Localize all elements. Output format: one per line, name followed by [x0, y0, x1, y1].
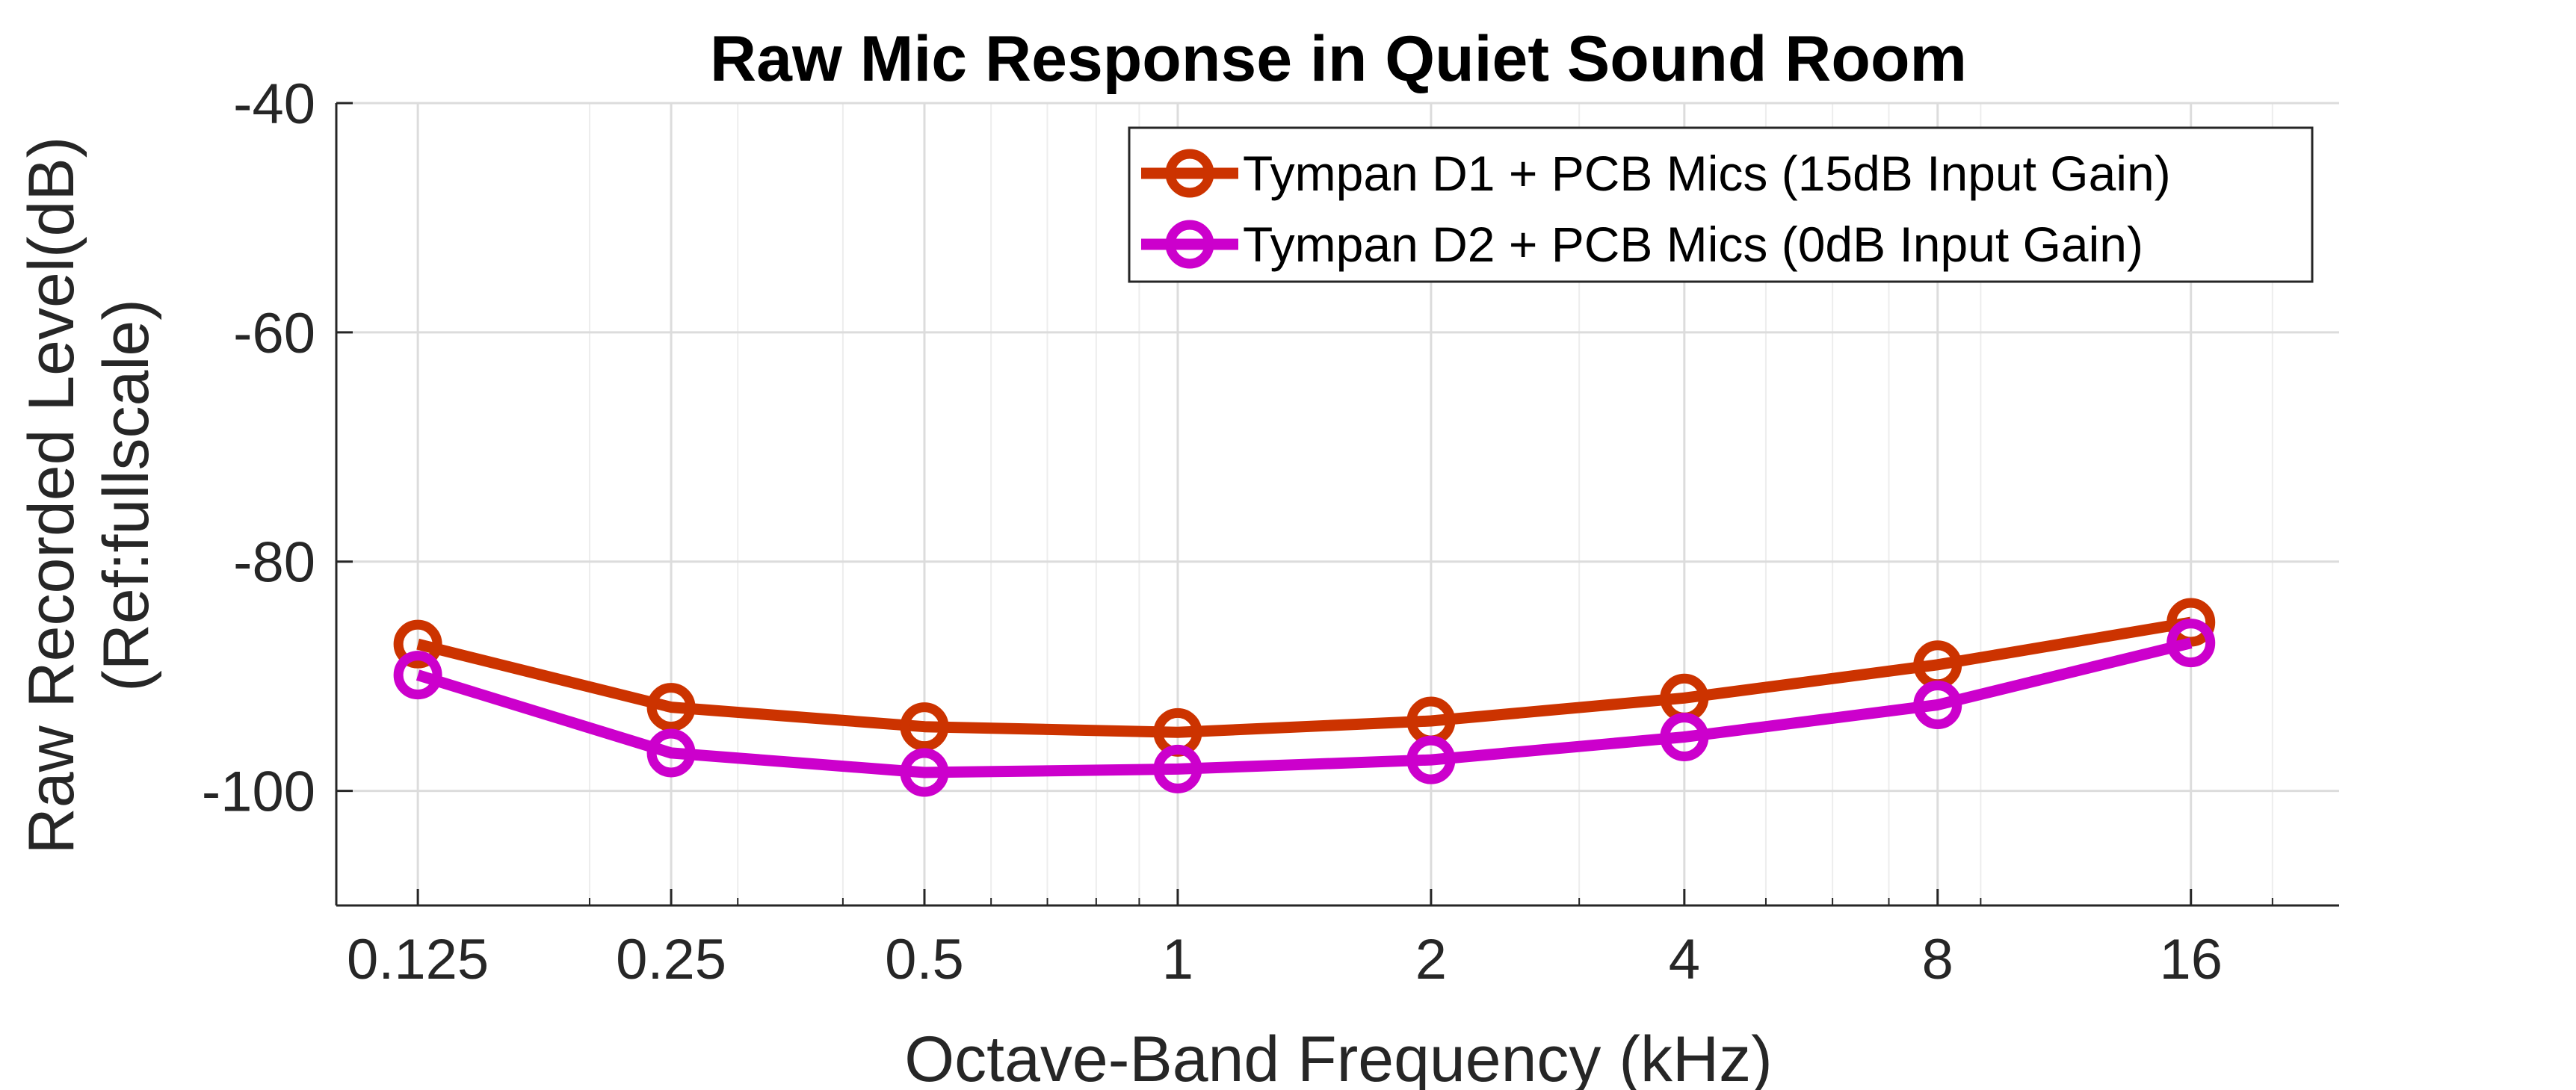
y-axis-ticks: -100 -80 -60 -40	[202, 72, 353, 824]
x-tick-label: 0.25	[616, 928, 726, 991]
x-tick-label: 1	[1162, 928, 1193, 991]
legend-box	[1128, 126, 2314, 283]
y-tick-label: -40	[233, 72, 315, 136]
x-axis-ticks: 0.125 0.25 0.5 1 2 4 8 16	[347, 889, 2223, 991]
y-axis-label-line-1: Raw Recorded Level(dB)	[16, 137, 87, 855]
series-layer	[393, 598, 2216, 797]
legend-marker-d2	[1165, 220, 1214, 269]
x-axis-label: Octave-Band Frequency (kHz)	[904, 1024, 1772, 1090]
x-tick-label: 0.125	[347, 928, 489, 991]
series-1-point	[393, 619, 442, 669]
legend-marker-d1	[1165, 149, 1214, 198]
series-line-2	[416, 637, 2193, 778]
series-2-point	[1660, 712, 1709, 761]
series-1-point	[900, 702, 949, 752]
series-2-point	[900, 748, 949, 797]
legend-entry-d2: Tympan D2 + PCB Mics (0dB Input Gain)	[1141, 217, 2143, 272]
legend-label-d1: Tympan D1 + PCB Mics (15dB Input Gain)	[1243, 146, 2171, 201]
y-axis-label-line-2: (Ref:fullscale)	[90, 299, 162, 692]
y-tick-label: -80	[233, 531, 315, 595]
legend: Tympan D1 + PCB Mics (15dB Input Gain) T…	[1128, 126, 2314, 283]
series-2-point	[1406, 735, 1456, 784]
series-2-point	[2166, 619, 2216, 668]
x-tick-label: 0.5	[885, 928, 964, 991]
legend-label-d2: Tympan D2 + PCB Mics (0dB Input Gain)	[1243, 217, 2143, 272]
series-line-1	[416, 616, 2192, 738]
x-tick-label: 16	[2159, 928, 2223, 991]
legend-entry-d1: Tympan D1 + PCB Mics (15dB Input Gain)	[1141, 146, 2171, 201]
y-tick-label: -60	[233, 302, 315, 365]
x-tick-label: 2	[1415, 928, 1447, 991]
x-tick-label: 8	[1922, 928, 1953, 991]
y-axis-label: Raw Recorded Level(dB) (Ref:fullscale)	[16, 137, 162, 855]
series-2-point	[393, 651, 442, 700]
x-tick-label: 4	[1669, 928, 1700, 991]
series-2-point	[1913, 681, 1962, 729]
y-tick-label: -100	[202, 761, 315, 824]
series-1-point	[646, 683, 696, 732]
chart-title: Raw Mic Response in Quiet Sound Room	[710, 23, 1967, 95]
series-2-point	[646, 728, 696, 778]
series-2-point	[1153, 744, 1202, 793]
series-1-point	[2166, 598, 2216, 647]
